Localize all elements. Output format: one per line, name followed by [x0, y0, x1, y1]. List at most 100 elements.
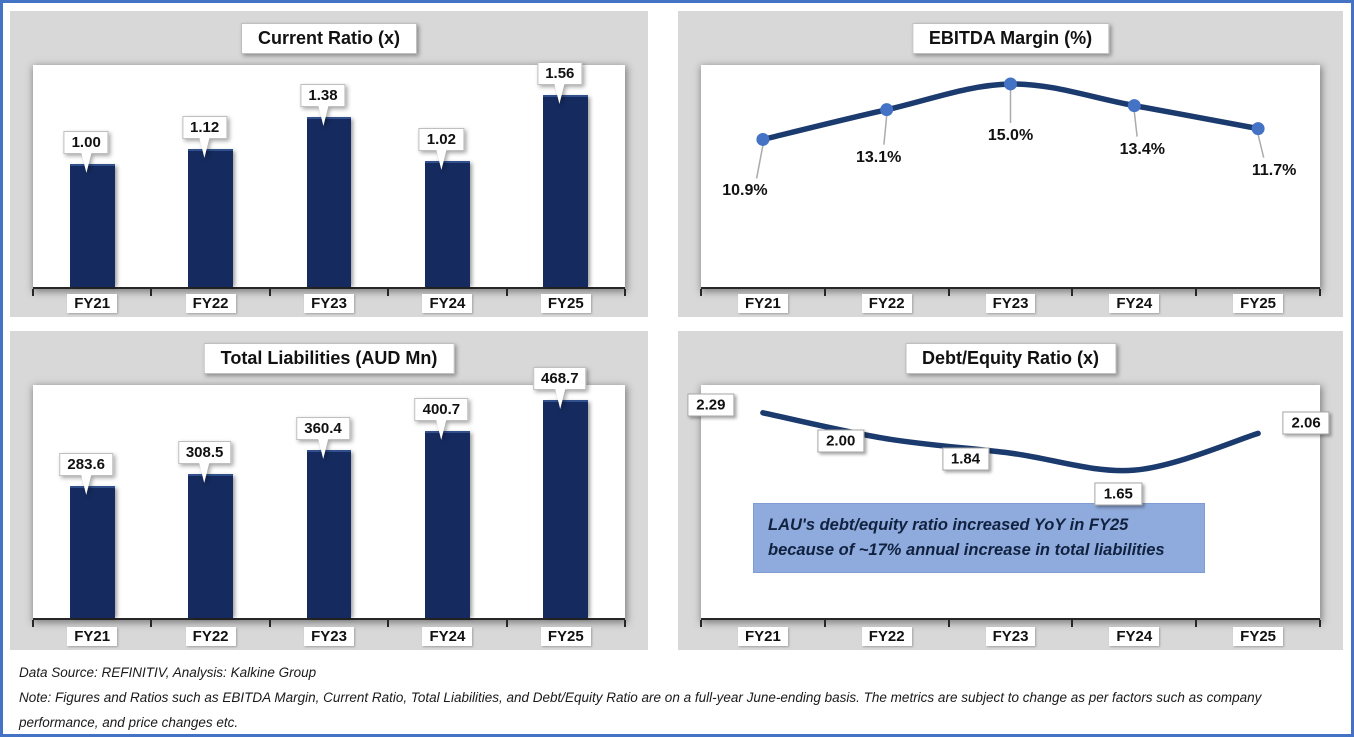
callout-pointer [554, 83, 565, 104]
marker-fy24 [1127, 99, 1141, 113]
x-axis-slot: FY21 [33, 624, 151, 648]
axis-tick [150, 620, 153, 627]
data-label-text: 1.38 [300, 83, 346, 107]
x-axis-label-fy21: FY21 [737, 293, 788, 313]
data-label-fy25: 11.7% [1251, 161, 1297, 179]
data-label-text: 308.5 [177, 441, 232, 465]
marker-fy22 [880, 103, 894, 117]
chart-title-debt-equity: Debt/Equity Ratio (x) [904, 343, 1117, 374]
axis-tick [823, 620, 826, 627]
x-axis-label-fy25: FY25 [540, 626, 591, 646]
annotation-box: LAU's debt/equity ratio increased YoY in… [753, 503, 1205, 573]
data-label-text: 468.7 [533, 366, 587, 390]
x-axis-slot: FY23 [270, 291, 388, 315]
axis-tick [1071, 620, 1074, 627]
x-axis-label-fy25: FY25 [1233, 293, 1284, 313]
data-label-text: 1.56 [537, 61, 583, 85]
x-axis-label-fy21: FY21 [67, 293, 118, 313]
x-axis-slot: FY25 [507, 624, 625, 648]
x-axis-slot: FY23 [949, 624, 1073, 648]
x-axis-slot: FY22 [151, 624, 269, 648]
x-axis-label-fy22: FY22 [185, 293, 236, 313]
x-axis-label-fy22: FY22 [861, 293, 912, 313]
data-label-fy21: 10.9% [722, 182, 768, 200]
x-axis-label-fy21: FY21 [67, 626, 118, 646]
data-label-fy22: 2.00 [817, 429, 865, 453]
x-axis-slot: FY24 [388, 624, 506, 648]
axis-tick [32, 289, 34, 296]
line-chart-layer [755, 77, 1265, 179]
x-axis-slot: FY25 [507, 291, 625, 315]
x-axis-slot: FY24 [1072, 291, 1196, 315]
x-axis-slot: FY23 [270, 624, 388, 648]
callout-pointer [199, 137, 210, 158]
panel-ebitda-margin: EBITDA Margin (%) 10.9% 13.1% 15.0% 13.4% 11… [678, 11, 1343, 317]
leader-line [883, 115, 888, 145]
note-line: Note: Figures and Ratios such as EBITDA … [19, 689, 1262, 730]
bar-fy25 [543, 399, 589, 618]
x-axis-label-fy25: FY25 [1233, 626, 1284, 646]
data-label-fy24: 400.7 [414, 398, 469, 441]
x-axis-label-fy23: FY23 [985, 293, 1036, 313]
axis-tick [387, 289, 390, 296]
data-source-line: Data Source: REFINITIV, Analysis: Kalkin… [19, 665, 317, 680]
bar-fy25 [543, 94, 589, 287]
marker-fy23 [1004, 77, 1017, 91]
x-axis-label-fy23: FY23 [304, 293, 354, 313]
x-axis-labels-current-ratio: FY21 FY22 FY23 FY24 FY25 [33, 291, 625, 315]
plot-area-ebitda-margin: 10.9% 13.1% 15.0% 13.4% 11.7% [700, 65, 1321, 296]
x-axis-label-fy23: FY23 [985, 626, 1036, 646]
x-axis-slot: FY21 [33, 291, 151, 315]
data-label-fy24: 1.02 [418, 128, 464, 171]
x-axis-slot: FY25 [1196, 291, 1320, 315]
chart-title-total-liabilities: Total Liabilities (AUD Mn) [203, 343, 455, 374]
x-axis-label-fy22: FY22 [185, 626, 236, 646]
x-axis-label-fy21: FY21 [737, 626, 788, 646]
data-label-text: 1.12 [181, 115, 228, 139]
callout-pointer [436, 150, 447, 171]
data-label-text: 1.02 [418, 128, 464, 152]
bar-fy23 [306, 116, 352, 287]
axis-tick [268, 289, 271, 296]
axis-tick [624, 620, 626, 627]
data-label-fy21: 283.6 [59, 452, 113, 495]
data-label-fy21: 1.00 [63, 130, 109, 173]
data-label-text: 1.00 [63, 130, 109, 154]
axis-tick [387, 620, 390, 627]
x-axis-labels-debt-equity: FY21 FY22 FY23 FY24 FY25 [701, 624, 1320, 648]
axis-tick [1195, 289, 1198, 296]
axis-tick [32, 620, 34, 627]
marker-fy25 [1251, 122, 1265, 136]
data-label-fy21: 2.29 [687, 393, 735, 417]
bar-fy21 [69, 163, 115, 287]
plot-area-debt-equity: LAU's debt/equity ratio increased YoY in… [687, 385, 1330, 627]
data-label-fy22: 308.5 [177, 441, 232, 484]
plot-area-current-ratio: 1.00 1.12 1.38 1.02 1.56 [32, 61, 626, 296]
bar-fy21 [69, 485, 115, 618]
data-label-fy23: 1.84 [941, 447, 990, 471]
x-axis-slot: FY23 [949, 291, 1073, 315]
line-chart-layer [760, 410, 1261, 474]
callout-pointer [317, 105, 328, 126]
bar-fy23 [306, 450, 352, 618]
x-axis-label-fy25: FY25 [540, 293, 591, 313]
bar-fy24 [424, 431, 470, 618]
x-axis-slot: FY21 [701, 624, 825, 648]
chart-title-ebitda-margin: EBITDA Margin (%) [911, 23, 1110, 54]
data-label-fy25: 1.56 [537, 61, 583, 104]
x-axis-slot: FY22 [151, 291, 269, 315]
leader-line [1257, 134, 1265, 158]
x-axis-label-fy22: FY22 [861, 626, 912, 646]
data-label-fy22: 1.12 [181, 115, 228, 158]
callout-pointer [554, 388, 565, 409]
axis-tick [268, 620, 271, 627]
data-label-fy23: 360.4 [296, 417, 350, 460]
axis-tick [1071, 289, 1074, 296]
axis-tick [947, 289, 950, 296]
axis-tick [624, 289, 626, 296]
data-label-fy23: 1.38 [300, 83, 346, 126]
charts-grid: Current Ratio (x) 1.00 1.12 1.38 1.02 1.56 F… [10, 11, 1343, 650]
axis-tick [505, 289, 508, 296]
x-axis-slot: FY24 [388, 291, 506, 315]
